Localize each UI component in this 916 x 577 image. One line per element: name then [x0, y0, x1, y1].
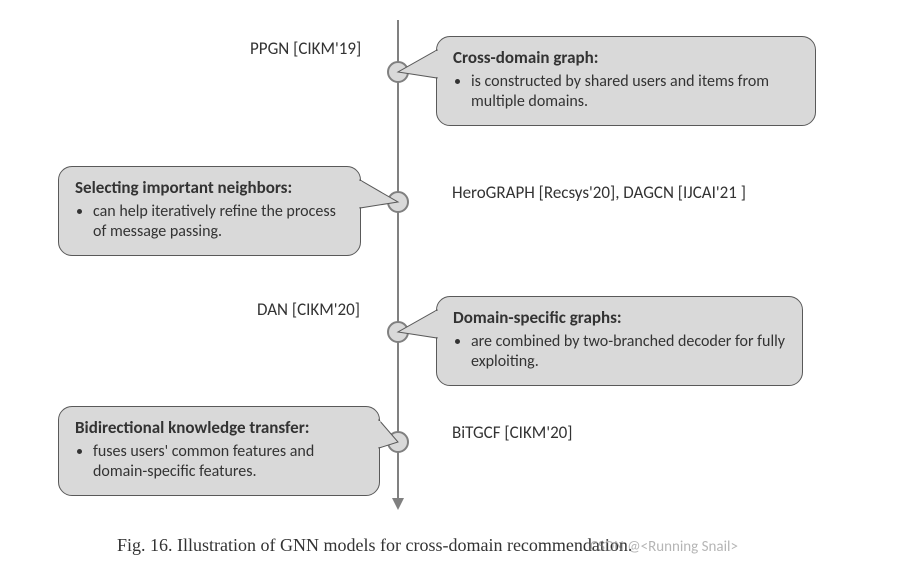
bubble-title: Domain-specific graphs: [453, 307, 786, 328]
figure-caption: Fig. 16. Illustration of GNN models for … [117, 535, 632, 556]
bubble-bullets: are combined by two-branched decoder for… [453, 332, 786, 372]
speech-bubble: Domain-specific graphs: are combined by t… [436, 296, 803, 386]
speech-bubble: Cross-domain graph: is constructed by sha… [436, 36, 816, 126]
bubble-tail-icon [377, 418, 400, 450]
bubble-tail-icon [358, 178, 400, 210]
timeline-node-label: DAN [CIKM'20] [257, 301, 360, 320]
bubble-title: Cross-domain graph: [453, 47, 799, 68]
bubble-bullets: is constructed by shared users and items… [453, 72, 799, 112]
timeline-node-label: HeroGRAPH [Recsys'20], DAGCN [IJCAI'21 ] [452, 184, 746, 203]
bubble-title: Selecting important neighbors: [75, 177, 344, 198]
bubble-bullet: fuses users' common features and domain-… [93, 442, 363, 482]
bubble-bullets: fuses users' common features and domain-… [75, 442, 363, 482]
timeline-arrowhead [392, 498, 404, 510]
bubble-tail-icon [396, 48, 439, 80]
bubble-title: Bidirectional knowledge transfer: [75, 417, 363, 438]
bubble-bullet: can help iteratively refine the process … [93, 202, 344, 242]
bubble-bullet: are combined by two-branched decoder for… [471, 332, 786, 372]
speech-bubble: Bidirectional knowledge transfer: fuses u… [58, 406, 380, 496]
bubble-bullet: is constructed by shared users and items… [471, 72, 799, 112]
diagram-canvas: { "figure": { "width": 916, "height": 57… [0, 0, 916, 577]
timeline-node-label: BiTGCF [CIKM'20] [452, 424, 573, 443]
bubble-tail-icon [396, 308, 439, 340]
speech-bubble: Selecting important neighbors: can help i… [58, 166, 361, 256]
bubble-bullets: can help iteratively refine the process … [75, 202, 344, 242]
timeline-node-label: PPGN [CIKM'19] [250, 40, 361, 59]
